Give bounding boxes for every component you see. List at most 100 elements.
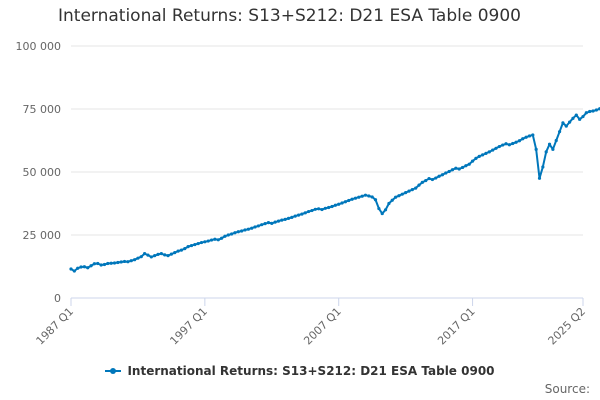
series-line[interactable] bbox=[70, 101, 600, 273]
data-point[interactable] bbox=[501, 143, 505, 147]
data-point[interactable] bbox=[363, 193, 368, 197]
data-point[interactable] bbox=[317, 207, 321, 211]
data-point[interactable] bbox=[286, 216, 291, 220]
data-point[interactable] bbox=[497, 144, 501, 149]
data-point[interactable] bbox=[149, 255, 153, 259]
data-point[interactable] bbox=[116, 260, 120, 265]
data-point[interactable] bbox=[467, 162, 471, 166]
data-point[interactable] bbox=[290, 215, 294, 219]
data-point[interactable] bbox=[280, 218, 284, 222]
data-point[interactable] bbox=[250, 226, 254, 230]
data-point[interactable] bbox=[323, 206, 327, 210]
data-point[interactable] bbox=[430, 177, 435, 182]
data-point[interactable] bbox=[86, 266, 90, 270]
data-point[interactable] bbox=[79, 265, 83, 269]
data-point[interactable] bbox=[310, 208, 314, 213]
data-point[interactable] bbox=[343, 200, 348, 204]
data-point[interactable] bbox=[407, 189, 411, 193]
data-point[interactable] bbox=[417, 183, 421, 187]
data-point[interactable] bbox=[581, 114, 585, 119]
data-point[interactable] bbox=[377, 206, 381, 211]
data-point[interactable] bbox=[199, 240, 204, 245]
data-point[interactable] bbox=[146, 253, 150, 257]
data-point[interactable] bbox=[102, 262, 107, 267]
data-point[interactable] bbox=[350, 197, 354, 201]
data-point[interactable] bbox=[527, 134, 532, 138]
data-point[interactable] bbox=[306, 209, 311, 214]
data-point[interactable] bbox=[92, 262, 97, 266]
source-credit[interactable]: Source: bbox=[544, 382, 590, 396]
data-point[interactable] bbox=[233, 231, 237, 235]
data-point[interactable] bbox=[226, 233, 230, 237]
data-point[interactable] bbox=[99, 263, 103, 267]
data-point[interactable] bbox=[568, 120, 572, 124]
data-point[interactable] bbox=[481, 153, 485, 157]
data-point[interactable] bbox=[414, 186, 418, 190]
data-point[interactable] bbox=[437, 174, 441, 178]
data-point[interactable] bbox=[547, 142, 552, 146]
data-point[interactable] bbox=[517, 139, 522, 143]
data-point[interactable] bbox=[477, 154, 481, 158]
data-point[interactable] bbox=[373, 198, 378, 202]
data-point[interactable] bbox=[270, 221, 274, 226]
data-point[interactable] bbox=[246, 227, 250, 231]
data-point[interactable] bbox=[76, 266, 80, 270]
data-point[interactable] bbox=[283, 217, 287, 221]
data-point[interactable] bbox=[236, 230, 240, 234]
data-point[interactable] bbox=[209, 238, 214, 242]
data-point[interactable] bbox=[531, 133, 535, 137]
data-point[interactable] bbox=[484, 151, 488, 155]
data-point[interactable] bbox=[537, 176, 542, 180]
data-point[interactable] bbox=[296, 213, 301, 217]
data-point[interactable] bbox=[357, 195, 361, 199]
data-point[interactable] bbox=[454, 166, 458, 170]
data-point[interactable] bbox=[447, 169, 451, 174]
data-point[interactable] bbox=[313, 207, 317, 211]
data-point[interactable] bbox=[109, 261, 113, 265]
data-point[interactable] bbox=[183, 247, 187, 251]
data-point[interactable] bbox=[400, 192, 404, 196]
data-point[interactable] bbox=[253, 225, 257, 229]
data-point[interactable] bbox=[206, 239, 210, 243]
data-point[interactable] bbox=[216, 238, 220, 242]
data-point[interactable] bbox=[554, 138, 558, 143]
data-point[interactable] bbox=[464, 164, 468, 168]
data-point[interactable] bbox=[153, 254, 157, 258]
data-point[interactable] bbox=[524, 135, 528, 139]
data-point[interactable] bbox=[507, 143, 511, 147]
data-point[interactable] bbox=[260, 223, 264, 227]
data-point[interactable] bbox=[390, 198, 394, 202]
data-point[interactable] bbox=[193, 242, 197, 247]
data-point[interactable] bbox=[571, 116, 575, 120]
data-point[interactable] bbox=[514, 140, 518, 144]
data-point[interactable] bbox=[511, 141, 515, 146]
data-point[interactable] bbox=[387, 201, 391, 206]
data-point[interactable] bbox=[347, 198, 351, 203]
data-point[interactable] bbox=[544, 150, 548, 154]
data-point[interactable] bbox=[219, 236, 224, 240]
data-point[interactable] bbox=[541, 165, 545, 169]
data-point[interactable] bbox=[394, 195, 398, 199]
data-point[interactable] bbox=[440, 173, 445, 177]
data-point[interactable] bbox=[564, 124, 568, 128]
data-point[interactable] bbox=[320, 207, 324, 212]
data-point[interactable] bbox=[126, 260, 130, 264]
data-point[interactable] bbox=[327, 205, 331, 210]
data-point[interactable] bbox=[189, 243, 194, 248]
data-point[interactable] bbox=[89, 264, 93, 268]
data-point[interactable] bbox=[163, 253, 167, 257]
data-point[interactable] bbox=[494, 146, 498, 150]
data-point[interactable] bbox=[243, 228, 247, 232]
data-point[interactable] bbox=[457, 167, 461, 171]
data-point[interactable] bbox=[561, 121, 565, 125]
data-point[interactable] bbox=[450, 168, 455, 172]
data-point[interactable] bbox=[263, 222, 267, 226]
data-point[interactable] bbox=[179, 248, 184, 252]
data-point[interactable] bbox=[353, 196, 358, 200]
data-point[interactable] bbox=[487, 150, 491, 154]
data-point[interactable] bbox=[276, 219, 281, 223]
data-point[interactable] bbox=[588, 109, 592, 114]
data-point[interactable] bbox=[434, 176, 438, 180]
data-point[interactable] bbox=[333, 203, 337, 207]
data-point[interactable] bbox=[240, 229, 244, 233]
